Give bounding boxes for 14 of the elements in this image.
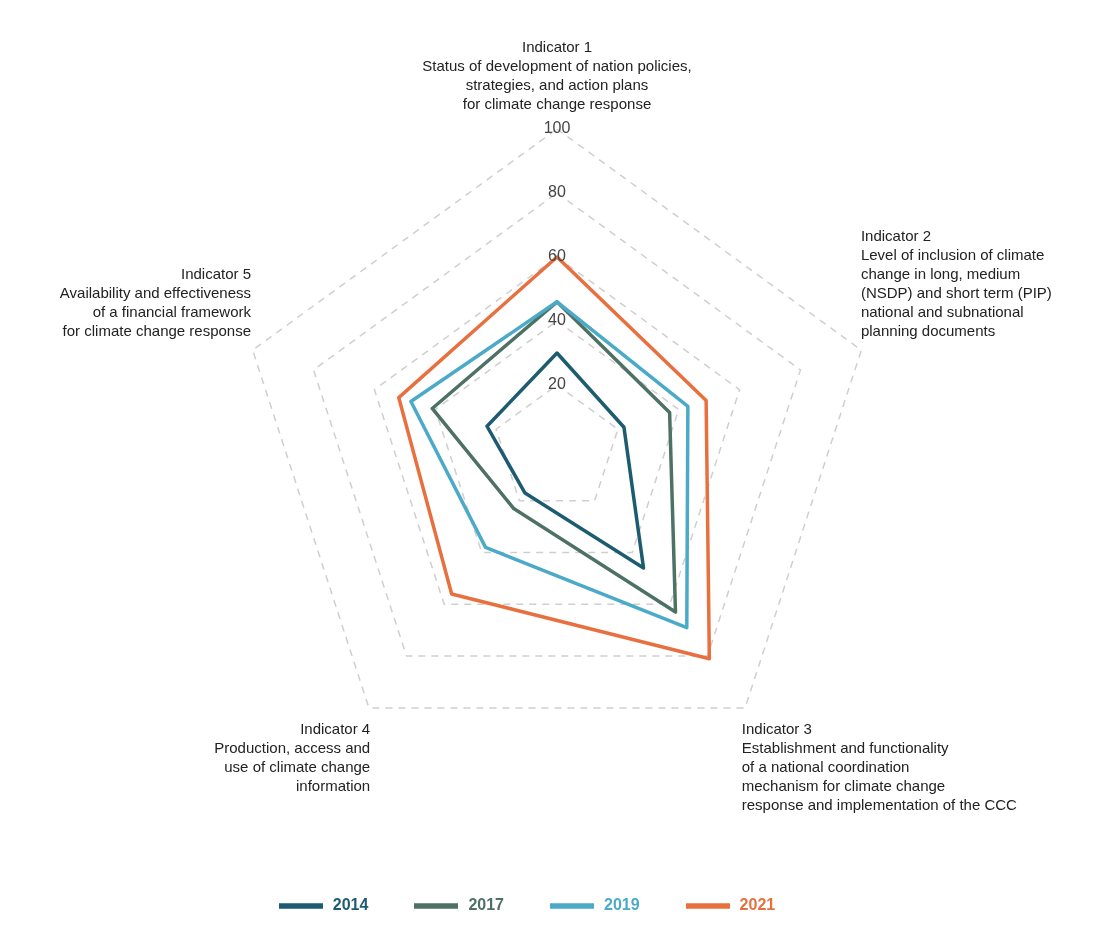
y-tick-label: 60 [548, 247, 566, 264]
legend-label: 2021 [739, 896, 776, 914]
spoke-label: Indicator 4 Production, access and use of climate change information [214, 720, 371, 795]
spoke-label: Indicator 5 Availability and effectiveness of a financial framework for climate change response [59, 264, 252, 339]
y-tick-label: 100 [543, 119, 571, 136]
legend-label: 2017 [468, 896, 504, 914]
y-tick-label: 40 [548, 311, 566, 328]
legend-label: 2014 [332, 896, 369, 914]
spoke-label: Indicator 1 Status of development of nation policies, strategies, and action plans for climate change response [422, 38, 692, 112]
y-tick-label: 80 [548, 183, 566, 200]
spoke-label: Indicator 2 Level of inclusion of climate change in long, medium (NSDP) and short term (PIP) national and subnational planning documents [860, 226, 1052, 339]
legend-label: 2019 [604, 896, 640, 914]
spoke-label: Indicator 3 Establishment and functionality of a national coordination mechanism for climate change response and implementation of the CCC [741, 720, 1018, 814]
y-tick-label: 20 [548, 375, 566, 392]
